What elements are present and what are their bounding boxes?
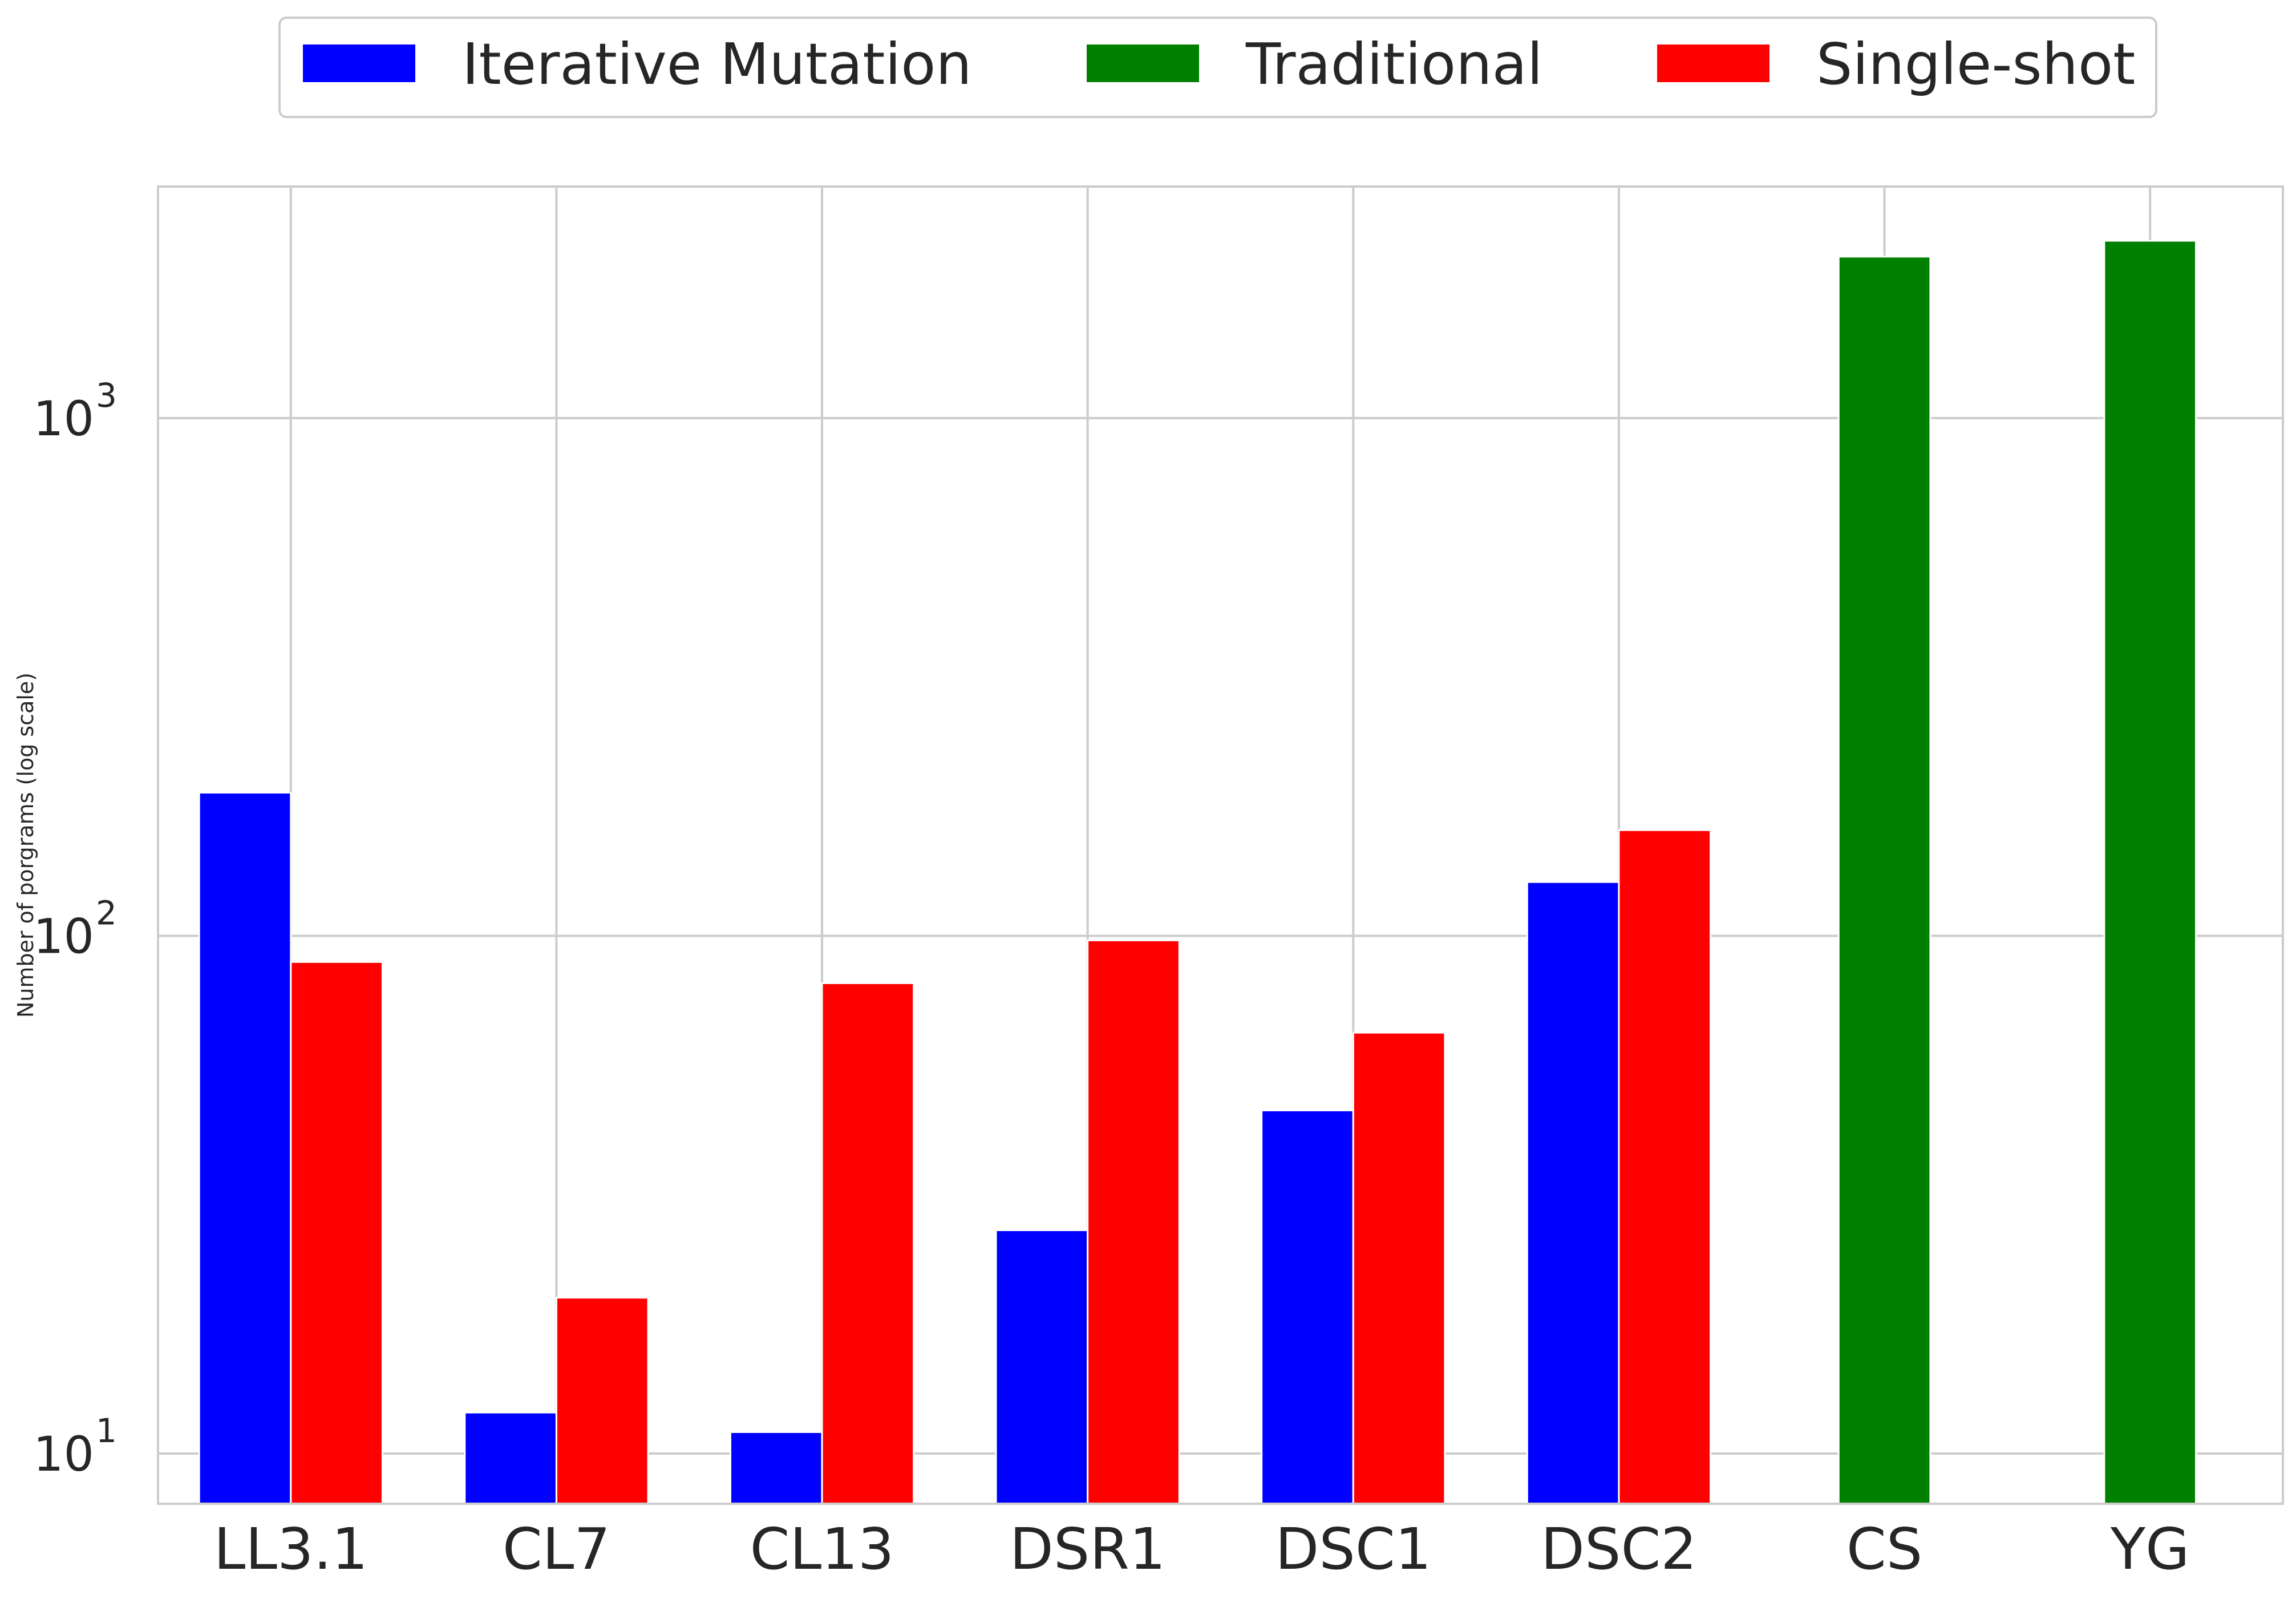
legend-item-single-shot: Single-shot <box>1657 31 2135 98</box>
x-tick-label: YG <box>2110 1516 2190 1582</box>
legend-label: Single-shot <box>1816 31 2135 98</box>
bar-single-shot <box>1087 939 1180 1505</box>
bar-iterative-mutation <box>1526 881 1620 1505</box>
legend-swatch <box>1087 44 1199 82</box>
bar-single-shot <box>821 982 915 1505</box>
bar-traditional <box>2103 240 2197 1505</box>
y-tick-label: 10 3 <box>33 376 117 447</box>
bar-iterative-mutation <box>198 792 292 1505</box>
x-tick-label: DSC1 <box>1275 1516 1431 1582</box>
x-tick-label: DSR1 <box>1010 1516 1166 1582</box>
y-tick-base: 10 <box>33 391 94 447</box>
y-tick-label: 10 2 <box>33 893 117 964</box>
bar-single-shot <box>555 1297 649 1505</box>
bar-single-shot <box>1618 829 1712 1505</box>
y-tick-exponent: 1 <box>96 1411 117 1450</box>
bar-traditional <box>1837 256 1931 1505</box>
plot-frame <box>157 185 2284 1505</box>
x-tick-label: LL3.1 <box>214 1516 368 1582</box>
legend-label: Iterative Mutation <box>462 31 972 98</box>
legend-label: Traditional <box>1245 31 1543 98</box>
y-tick-label: 10 1 <box>33 1411 117 1482</box>
bar-iterative-mutation <box>729 1431 823 1505</box>
x-tick-label: CS <box>1846 1516 1922 1582</box>
y-tick-base: 10 <box>33 1426 94 1482</box>
y-axis-title: Number of porgrams (log scale) <box>13 673 38 1018</box>
legend-item-traditional: Traditional <box>1087 31 1543 98</box>
bar-iterative-mutation <box>464 1411 557 1505</box>
legend-swatch <box>303 44 415 82</box>
bar-single-shot <box>290 961 383 1505</box>
legend-swatch <box>1657 44 1769 82</box>
x-tick-label: CL13 <box>750 1516 894 1582</box>
bar-iterative-mutation <box>1261 1110 1354 1505</box>
legend-frame <box>278 17 2157 118</box>
y-tick-exponent: 3 <box>96 376 117 415</box>
y-tick-base: 10 <box>33 908 94 964</box>
x-tick-labels: LL3.1 CL7 CL13 DSR1 DSC1 DSC2 CS YG <box>214 1516 2190 1582</box>
legend: Iterative Mutation Traditional Single-shot <box>278 17 2157 118</box>
x-tick-label: DSC2 <box>1541 1516 1697 1582</box>
y-tick-exponent: 2 <box>96 893 117 932</box>
x-tick-label: CL7 <box>503 1516 610 1582</box>
legend-item-iterative-mutation: Iterative Mutation <box>303 31 972 98</box>
bar-single-shot <box>1352 1031 1446 1505</box>
bar-iterative-mutation <box>995 1229 1089 1505</box>
